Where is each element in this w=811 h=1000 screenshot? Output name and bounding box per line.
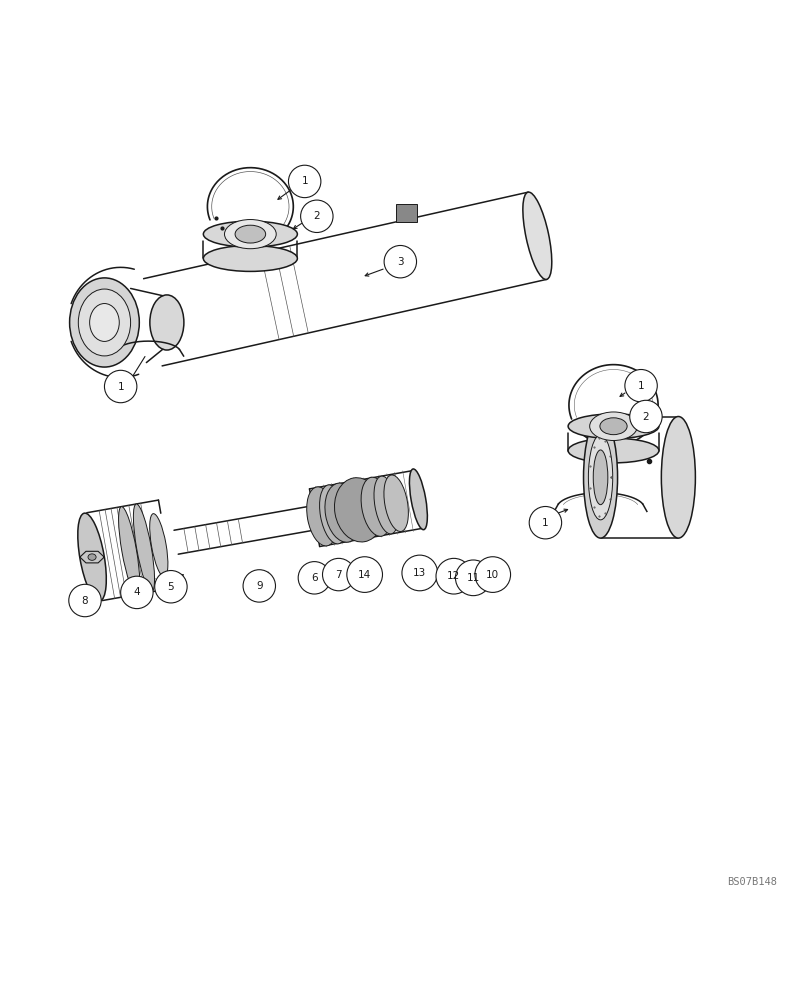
Ellipse shape	[568, 438, 658, 463]
Circle shape	[624, 369, 656, 402]
Ellipse shape	[324, 483, 361, 542]
Text: 13: 13	[413, 568, 426, 578]
Ellipse shape	[599, 418, 626, 435]
Ellipse shape	[334, 478, 383, 542]
Ellipse shape	[78, 513, 106, 601]
Text: 2: 2	[313, 211, 320, 221]
Text: 11: 11	[466, 573, 479, 583]
Ellipse shape	[307, 487, 337, 546]
Ellipse shape	[588, 435, 612, 520]
Ellipse shape	[361, 477, 391, 536]
Circle shape	[346, 557, 382, 592]
Ellipse shape	[583, 417, 617, 538]
Ellipse shape	[89, 304, 119, 341]
FancyBboxPatch shape	[396, 204, 417, 222]
Ellipse shape	[660, 417, 694, 538]
Circle shape	[121, 576, 153, 609]
Ellipse shape	[203, 221, 297, 247]
Ellipse shape	[568, 414, 658, 439]
Text: 9: 9	[255, 581, 262, 591]
Circle shape	[436, 558, 471, 594]
Circle shape	[298, 562, 330, 594]
Text: 14: 14	[358, 570, 371, 580]
Ellipse shape	[384, 475, 408, 532]
Text: 1: 1	[637, 381, 644, 391]
Text: 8: 8	[82, 596, 88, 606]
Text: 1: 1	[542, 518, 548, 528]
Ellipse shape	[133, 504, 154, 592]
Circle shape	[288, 165, 320, 198]
Ellipse shape	[118, 507, 139, 594]
Ellipse shape	[78, 289, 131, 356]
Ellipse shape	[70, 278, 139, 367]
Ellipse shape	[522, 192, 551, 279]
Circle shape	[322, 558, 354, 591]
Text: 7: 7	[335, 570, 341, 580]
Text: 1: 1	[118, 382, 124, 392]
Circle shape	[401, 555, 437, 591]
Circle shape	[474, 557, 510, 592]
Circle shape	[529, 506, 561, 539]
Ellipse shape	[589, 412, 637, 441]
Ellipse shape	[150, 295, 183, 350]
Ellipse shape	[235, 225, 265, 243]
Ellipse shape	[593, 450, 607, 505]
Circle shape	[300, 200, 333, 232]
Circle shape	[455, 560, 491, 596]
Circle shape	[629, 400, 661, 433]
Text: 12: 12	[447, 571, 460, 581]
Text: 3: 3	[397, 257, 403, 267]
Ellipse shape	[320, 485, 347, 544]
Circle shape	[105, 370, 137, 403]
Text: 4: 4	[133, 587, 140, 597]
Circle shape	[69, 584, 101, 617]
Circle shape	[242, 570, 275, 602]
Text: 6: 6	[311, 573, 317, 583]
Text: 5: 5	[167, 582, 174, 592]
Ellipse shape	[88, 554, 96, 560]
Circle shape	[384, 245, 416, 278]
Circle shape	[155, 571, 187, 603]
Text: 2: 2	[642, 412, 649, 422]
Text: 10: 10	[486, 570, 499, 580]
Ellipse shape	[203, 245, 297, 271]
Ellipse shape	[307, 503, 321, 532]
Ellipse shape	[374, 476, 398, 534]
Ellipse shape	[149, 514, 168, 577]
Ellipse shape	[409, 469, 427, 530]
Text: 1: 1	[301, 176, 307, 186]
Text: BS07B148: BS07B148	[727, 877, 776, 887]
Ellipse shape	[224, 220, 276, 249]
